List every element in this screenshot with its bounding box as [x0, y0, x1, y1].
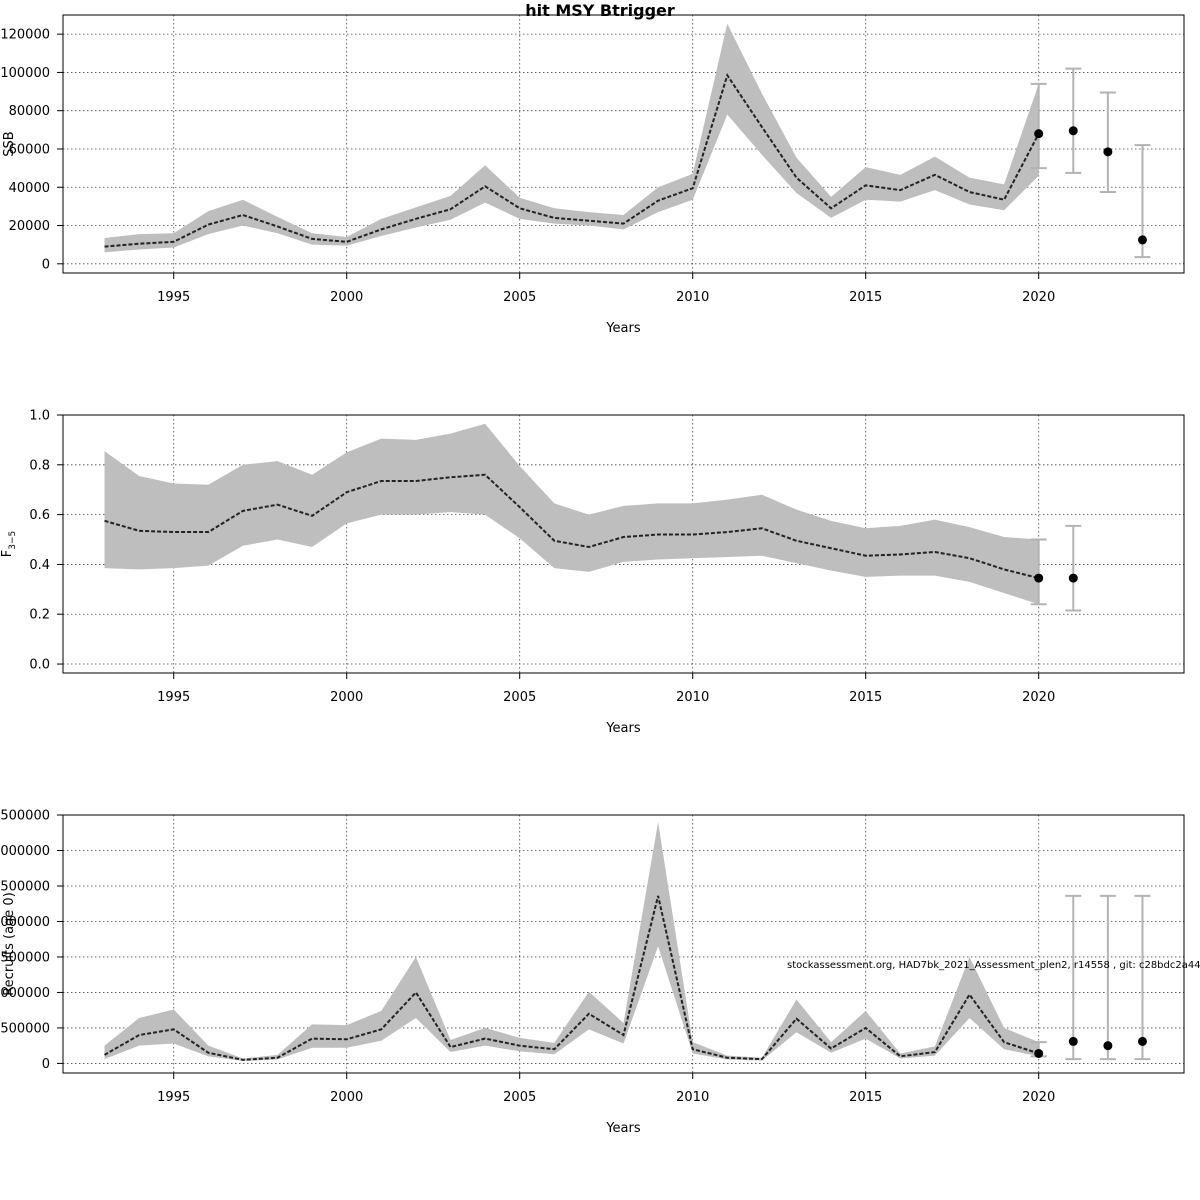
x-tick-label: 2015: [849, 690, 882, 705]
x-axis-label: Years: [605, 1121, 641, 1136]
x-tick-label: 2010: [676, 1090, 709, 1105]
y-tick-label: 120000: [0, 28, 50, 43]
y-tick-label: 3500000: [0, 809, 50, 824]
x-tick-label: 2020: [1022, 290, 1055, 305]
estimate-line: [104, 895, 1039, 1061]
y-tick-label: 1000000: [0, 986, 50, 1001]
panel-1: 1995 2000 2005 2010 2015 2020 0 20000 40000 60000…: [0, 14, 1185, 336]
y-tick-label: 0.8: [29, 458, 50, 473]
y-tick-label: 0: [42, 257, 50, 272]
y-tick-label: 100000: [0, 66, 50, 81]
y-tick-label: 80000: [9, 104, 50, 119]
y-tick-label: 0: [42, 1057, 50, 1072]
x-tick-label: 1995: [157, 1090, 190, 1105]
y-tick-label: 1.0: [29, 409, 50, 424]
forecast-point: [1137, 235, 1147, 245]
y-tick-label: 0.6: [29, 508, 50, 523]
x-tick-label: 2000: [330, 1090, 363, 1105]
forecast-point: [1103, 147, 1113, 157]
y-axis-label: F3−5: [0, 531, 18, 557]
x-tick-label: 1995: [157, 290, 190, 305]
y-tick-label: 500000: [0, 1021, 50, 1036]
x-tick-label: 2010: [676, 690, 709, 705]
x-tick-label: 2020: [1022, 690, 1055, 705]
confidence-band: [104, 423, 1039, 605]
confidence-band: [104, 23, 1039, 253]
x-tick-label: 2005: [503, 690, 536, 705]
y-tick-label: 0.2: [29, 608, 50, 623]
forecast-point: [1034, 1048, 1044, 1058]
panel-2: 1995 2000 2005 2010 2015 2020 0.0 0.2 0.4 0.6 0.8 1…: [0, 409, 1185, 736]
x-axis-label: Years: [605, 721, 641, 736]
x-tick-label: 2010: [676, 290, 709, 305]
y-axis-label-main: F: [0, 550, 15, 557]
y-axis-label: Recruits (age 0): [2, 892, 17, 996]
forecast-point: [1137, 1036, 1147, 1046]
y-tick-label: 60000: [9, 142, 50, 157]
chart-title: hit MSY Btrigger: [525, 1, 675, 20]
x-tick-label: 2000: [330, 690, 363, 705]
y-tick-label: 3000000: [0, 844, 50, 859]
forecast-point: [1068, 1036, 1078, 1046]
x-tick-label: 2005: [503, 1090, 536, 1105]
y-axis-label-subscript: 3−5: [8, 531, 18, 550]
x-tick-label: 2005: [503, 290, 536, 305]
x-axis-label: Years: [605, 321, 641, 336]
x-tick-label: 2015: [849, 290, 882, 305]
forecast-point: [1068, 126, 1078, 136]
forecast-point: [1068, 573, 1078, 583]
y-tick-label: 2500000: [0, 879, 50, 894]
panel-3: 1995 2000 2005 2010 2015 2020 0 500000 1000000 15…: [0, 809, 1185, 1136]
x-tick-label: 1995: [157, 690, 190, 705]
estimate-line: [104, 72, 1040, 248]
footer-credit: stockassessment.org, HAD7bk_2021_Assessm…: [787, 960, 1200, 971]
x-tick-label: 2020: [1022, 1090, 1055, 1105]
plot-frame: [62, 814, 1185, 1074]
forecast-point: [1034, 573, 1044, 583]
y-tick-label: 0.0: [29, 658, 50, 673]
y-tick-label: 40000: [9, 181, 50, 196]
plot-frame: [62, 14, 1185, 274]
x-tick-label: 2000: [330, 290, 363, 305]
y-tick-label: 0.4: [29, 558, 50, 573]
y-tick-label: 2000000: [0, 915, 50, 930]
forecast-point: [1103, 1041, 1113, 1051]
forecast-point: [1034, 129, 1044, 139]
y-axis-label: SSB: [2, 131, 17, 156]
plot-frame: [62, 414, 1185, 674]
estimate-line: [104, 473, 1039, 580]
x-tick-label: 2015: [849, 1090, 882, 1105]
y-tick-label: 20000: [9, 219, 50, 234]
y-tick-label: 1500000: [0, 950, 50, 965]
confidence-band: [104, 822, 1039, 1061]
